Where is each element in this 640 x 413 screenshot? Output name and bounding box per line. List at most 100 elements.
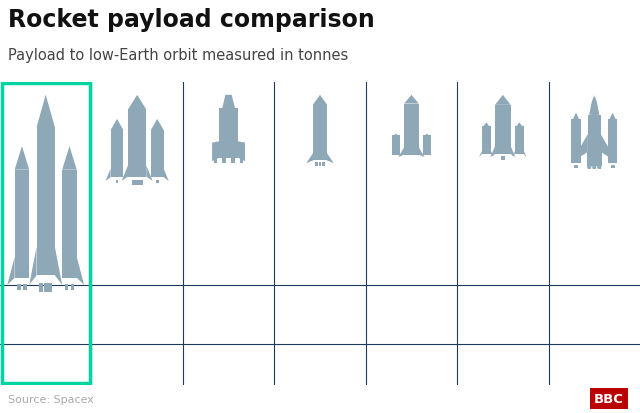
- Polygon shape: [587, 167, 591, 169]
- Polygon shape: [589, 110, 599, 119]
- Bar: [319, 162, 321, 166]
- Polygon shape: [55, 247, 62, 285]
- Polygon shape: [601, 135, 618, 163]
- Polygon shape: [111, 120, 124, 131]
- Text: 21: 21: [493, 357, 512, 372]
- Text: Ariane
5 ES: Ariane 5 ES: [484, 300, 522, 329]
- Polygon shape: [62, 147, 77, 170]
- Polygon shape: [128, 95, 147, 110]
- Polygon shape: [512, 152, 515, 158]
- Bar: [589, 116, 599, 164]
- Bar: [39, 284, 43, 293]
- Polygon shape: [592, 167, 596, 169]
- Text: Space
shuttle: Space shuttle: [573, 300, 615, 329]
- Bar: [36, 128, 55, 275]
- Polygon shape: [419, 148, 424, 158]
- Text: Rocket payload comparison: Rocket payload comparison: [8, 8, 375, 32]
- Bar: [592, 152, 596, 167]
- Polygon shape: [572, 135, 588, 163]
- Bar: [222, 154, 226, 164]
- Bar: [135, 180, 139, 186]
- Polygon shape: [151, 120, 164, 131]
- Bar: [611, 166, 614, 169]
- Bar: [572, 120, 580, 164]
- Text: Delta IV
Heavy: Delta IV Heavy: [114, 300, 161, 329]
- Bar: [608, 120, 617, 164]
- Bar: [316, 162, 318, 166]
- Text: 64: 64: [36, 357, 55, 372]
- Polygon shape: [423, 134, 431, 138]
- Polygon shape: [164, 169, 169, 181]
- Bar: [240, 154, 243, 164]
- Polygon shape: [147, 166, 153, 181]
- Polygon shape: [491, 152, 493, 158]
- Text: (Retired): (Retired): [568, 87, 620, 100]
- Bar: [214, 154, 218, 164]
- Bar: [515, 127, 524, 155]
- Bar: [116, 180, 118, 184]
- Bar: [588, 116, 601, 152]
- Polygon shape: [237, 142, 245, 161]
- Bar: [423, 136, 431, 155]
- Text: Falcon
9: Falcon 9: [301, 300, 339, 329]
- Polygon shape: [307, 154, 313, 164]
- Polygon shape: [597, 167, 602, 169]
- Bar: [313, 105, 327, 161]
- Text: Payload to low-Earth orbit measured in tonnes: Payload to low-Earth orbit measured in t…: [8, 48, 349, 63]
- Text: 21: 21: [402, 357, 420, 372]
- Polygon shape: [29, 247, 36, 285]
- Bar: [597, 152, 602, 167]
- Text: Source: Spacex: Source: Spacex: [8, 394, 94, 404]
- Bar: [139, 180, 143, 186]
- Bar: [500, 157, 505, 160]
- Polygon shape: [327, 154, 333, 164]
- Bar: [156, 180, 159, 184]
- Bar: [151, 131, 164, 178]
- Polygon shape: [212, 142, 220, 161]
- Bar: [392, 136, 400, 155]
- Polygon shape: [608, 114, 617, 123]
- Bar: [17, 284, 20, 291]
- Text: 24: 24: [585, 357, 604, 372]
- Bar: [128, 110, 147, 177]
- Bar: [587, 152, 591, 167]
- Polygon shape: [36, 95, 55, 128]
- Polygon shape: [313, 95, 327, 105]
- Polygon shape: [589, 95, 600, 116]
- Polygon shape: [482, 123, 491, 129]
- Text: 23: 23: [220, 357, 238, 372]
- Bar: [44, 284, 48, 293]
- Bar: [23, 284, 26, 291]
- Bar: [48, 284, 52, 293]
- Polygon shape: [490, 147, 495, 158]
- Bar: [404, 104, 419, 155]
- Bar: [322, 162, 324, 166]
- Polygon shape: [479, 152, 482, 158]
- Bar: [220, 109, 237, 158]
- Bar: [15, 170, 29, 278]
- Text: 23: 23: [311, 357, 329, 372]
- Bar: [574, 166, 578, 169]
- Text: Falcon
heavy: Falcon heavy: [24, 300, 67, 329]
- Bar: [111, 131, 124, 178]
- Bar: [495, 106, 511, 155]
- Polygon shape: [515, 123, 524, 129]
- Text: 29: 29: [128, 357, 147, 372]
- Bar: [232, 154, 235, 164]
- Bar: [132, 180, 135, 186]
- Bar: [482, 127, 491, 155]
- Polygon shape: [106, 169, 111, 181]
- Polygon shape: [495, 95, 511, 106]
- Text: BBC: BBC: [594, 392, 624, 406]
- Polygon shape: [392, 134, 400, 138]
- Polygon shape: [572, 114, 580, 123]
- Bar: [65, 284, 68, 291]
- Polygon shape: [404, 95, 419, 104]
- Bar: [62, 170, 77, 278]
- Polygon shape: [7, 257, 15, 285]
- Polygon shape: [222, 95, 235, 109]
- Polygon shape: [122, 166, 128, 181]
- Polygon shape: [511, 147, 515, 158]
- Polygon shape: [77, 257, 84, 285]
- Text: Atlas
V 551: Atlas V 551: [394, 300, 428, 329]
